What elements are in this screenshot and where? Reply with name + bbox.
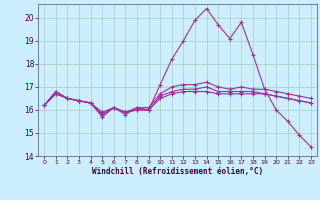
X-axis label: Windchill (Refroidissement éolien,°C): Windchill (Refroidissement éolien,°C) [92, 167, 263, 176]
